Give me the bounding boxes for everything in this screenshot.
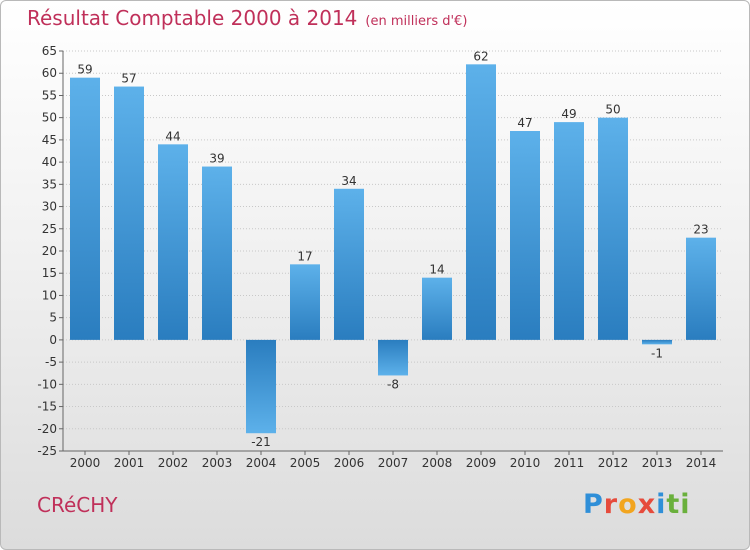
axes: -25 -20 -15 -10 -5 0 5 10 15 20 25 30 35 40 45 50 55 60 65…: [37, 44, 723, 470]
commune-name: CRéCHY: [37, 493, 118, 517]
data-label-2005: 17: [297, 249, 312, 263]
y-tick-label: -15: [37, 400, 57, 414]
logo-letter: t: [666, 489, 681, 520]
x-tick-label: 2007: [378, 456, 409, 470]
bar-2014: [686, 237, 716, 340]
y-tick-label: 40: [42, 155, 57, 169]
logo-letter: i: [656, 489, 667, 520]
bar-2003: [202, 166, 232, 340]
y-tick-label: 25: [42, 222, 57, 236]
bar-2013: [642, 339, 672, 345]
y-tick-label: 10: [42, 288, 57, 302]
data-label-2011: 49: [561, 107, 576, 121]
y-tick-label: -25: [37, 444, 57, 458]
x-tick-label: 2000: [70, 456, 101, 470]
logo-letter: r: [603, 489, 619, 520]
bar-2002: [158, 144, 188, 340]
bar-2004: [246, 339, 276, 434]
data-label-2003: 39: [209, 152, 224, 166]
data-label-2006: 34: [341, 174, 356, 188]
bar-2009: [466, 64, 496, 340]
data-label-2007: -8: [387, 377, 399, 391]
x-tick-label: 2008: [422, 456, 453, 470]
y-tick-label: 55: [42, 88, 57, 102]
data-label-2013: -1: [651, 346, 663, 360]
x-tick-label: 2012: [598, 456, 629, 470]
bar-2005: [290, 264, 320, 340]
labels: 59 57 44 39 -21 17 34 -8 14 62 47 49 50 -1 23: [77, 49, 708, 449]
bars: [70, 64, 716, 434]
logo-letter: i: [680, 489, 691, 520]
data-label-2014: 23: [693, 223, 708, 237]
x-tick-label: 2011: [554, 456, 585, 470]
data-label-2001: 57: [121, 72, 136, 86]
x-tick-label: 2004: [246, 456, 277, 470]
x-tick-label: 2010: [510, 456, 541, 470]
data-label-2012: 50: [605, 103, 620, 117]
bar-2011: [554, 122, 584, 340]
bar-2001: [114, 86, 144, 340]
y-tick-label: 45: [42, 133, 57, 147]
bar-2000: [70, 77, 100, 340]
y-tick-label: 65: [42, 44, 57, 58]
data-label-2002: 44: [165, 129, 180, 143]
data-label-2000: 59: [77, 63, 92, 77]
y-tick-label: 60: [42, 66, 57, 80]
chart-title-unit: (en milliers d'€): [365, 14, 468, 29]
y-tick-label: 50: [42, 111, 57, 125]
bar-2006: [334, 188, 364, 340]
y-tick-label: 15: [42, 266, 57, 280]
x-tick-label: 2001: [114, 456, 145, 470]
y-tick-label: -10: [37, 377, 57, 391]
y-tick-label: 20: [42, 244, 57, 258]
bar-2008: [422, 277, 452, 340]
proxiti-logo: Proxiti: [583, 489, 691, 520]
data-label-2009: 62: [473, 49, 488, 63]
x-tick-label: 2014: [686, 456, 717, 470]
y-tick-label: 35: [42, 177, 57, 191]
y-tick-label: 30: [42, 200, 57, 214]
x-tick-label: 2002: [158, 456, 189, 470]
y-tick-label: 0: [49, 333, 57, 347]
bar-2012: [598, 117, 628, 340]
x-tick-label: 2009: [466, 456, 497, 470]
data-label-2008: 14: [429, 263, 444, 277]
x-tick-label: 2003: [202, 456, 233, 470]
y-tick-label: -5: [45, 355, 57, 369]
y-tick-label: -20: [37, 422, 57, 436]
chart-title-main: Résultat Comptable 2000 à 2014: [27, 6, 358, 30]
x-tick-label: 2006: [334, 456, 365, 470]
bar-2007: [378, 339, 408, 376]
bar-2010: [510, 131, 540, 340]
logo-letter: x: [637, 489, 657, 520]
y-tick-label: 5: [49, 311, 57, 325]
x-tick-label: 2005: [290, 456, 321, 470]
data-label-2004: -21: [251, 435, 271, 449]
logo-letter: o: [618, 489, 638, 520]
data-label-2010: 47: [517, 116, 532, 130]
logo-letter: P: [583, 489, 604, 520]
chart-title: Résultat Comptable 2000 à 2014 (en millie…: [27, 6, 467, 30]
x-tick-label: 2013: [642, 456, 673, 470]
